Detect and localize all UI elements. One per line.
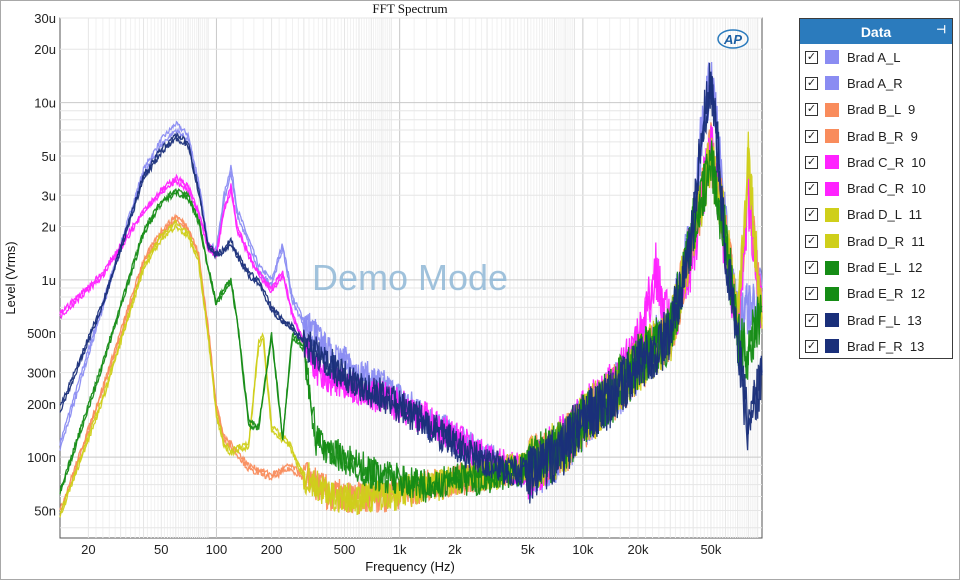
legend-item-label: Brad E_L 12 [847, 260, 923, 276]
demo-mode-watermark: Demo Mode [312, 257, 508, 298]
y-tick-label: 5u [42, 149, 56, 164]
legend-item-label: Brad F_R 13 [847, 338, 925, 354]
legend-color-swatch [825, 339, 839, 354]
legend-color-swatch [825, 129, 839, 144]
x-tick-label: 50 [154, 542, 168, 557]
legend-item[interactable]: ✓ Brad F_L 13 [800, 307, 952, 333]
legend-checkbox[interactable]: ✓ [805, 129, 818, 143]
legend-color-swatch [825, 181, 839, 196]
y-tick-label: 3u [42, 188, 56, 203]
legend-checkbox[interactable]: ✓ [805, 155, 818, 169]
legend-item-label: Brad C_R 10 [847, 181, 926, 197]
chart-title: FFT Spectrum [372, 1, 447, 16]
legend-item-label: Brad A_R [847, 75, 903, 91]
y-tick-label: 100n [27, 450, 56, 465]
y-tick-label: 500n [27, 326, 56, 341]
pin-icon[interactable]: ⊣ [936, 24, 946, 36]
legend-item[interactable]: ✓ Brad B_L 9 [800, 97, 952, 123]
legend-checkbox[interactable]: ✓ [805, 50, 818, 64]
y-tick-label: 20u [34, 42, 56, 57]
x-tick-label: 10k [572, 542, 593, 557]
x-tick-label: 2k [448, 542, 462, 557]
y-tick-label: 1u [42, 273, 56, 288]
y-tick-label: 10u [34, 96, 56, 111]
legend-item-label: Brad F_L 13 [847, 312, 922, 328]
x-tick-label: 200 [261, 542, 283, 557]
legend-item-label: Brad D_R 11 [847, 233, 925, 249]
plot-area[interactable] [59, 17, 763, 539]
y-tick-label: 2u [42, 220, 56, 235]
legend-checkbox[interactable]: ✓ [805, 103, 818, 117]
legend-color-swatch [825, 260, 839, 275]
legend-header: Data ⊣ [800, 19, 952, 44]
legend-item-label: Brad B_R 9 [847, 128, 918, 144]
legend-item-label: Brad B_L 9 [847, 102, 916, 118]
series-layer [59, 61, 763, 518]
x-tick-label: 50k [700, 542, 721, 557]
legend-item-label: Brad C_R 10 [847, 154, 926, 170]
legend-checkbox[interactable]: ✓ [805, 261, 818, 275]
legend-item[interactable]: ✓ Brad E_L 12 [800, 254, 952, 280]
legend-item[interactable]: ✓ Brad E_R 12 [800, 281, 952, 307]
legend-item-label: Brad D_L 11 [847, 207, 923, 223]
x-tick-label: 20 [81, 542, 95, 557]
x-axis-label: Frequency (Hz) [365, 559, 455, 574]
legend-item-label: Brad A_L [847, 49, 901, 65]
y-tick-label: 50n [34, 504, 56, 519]
legend-item[interactable]: ✓ Brad F_R 13 [800, 333, 952, 359]
tick-labels: 20 50 100 200 500 1k 2k 5k 10k 20k 50k 50n 100n 200n 3… [27, 11, 722, 557]
legend-checkbox[interactable]: ✓ [805, 287, 818, 301]
x-tick-label: 100 [206, 542, 228, 557]
legend-item[interactable]: ✓ Brad D_R 11 [800, 228, 952, 254]
x-tick-label: 1k [393, 542, 407, 557]
legend-color-swatch [825, 286, 839, 301]
legend-color-swatch [825, 50, 839, 65]
legend-checkbox[interactable]: ✓ [805, 234, 818, 248]
legend-checkbox[interactable]: ✓ [805, 182, 818, 196]
legend-item[interactable]: ✓ Brad C_R 10 [800, 175, 952, 201]
legend-color-swatch [825, 234, 839, 249]
legend-checkbox[interactable]: ✓ [805, 313, 818, 327]
legend-color-swatch [825, 207, 839, 222]
legend-checkbox[interactable]: ✓ [805, 339, 818, 353]
legend-item[interactable]: ✓ Brad A_L [800, 44, 952, 70]
legend-item[interactable]: ✓ Brad A_R [800, 70, 952, 96]
x-tick-label: 20k [628, 542, 649, 557]
x-tick-label: 500 [334, 542, 356, 557]
y-axis-label: Level (Vrms) [3, 241, 18, 314]
legend-title: Data [860, 23, 892, 40]
legend-item-label: Brad E_R 12 [847, 286, 926, 302]
series-line-12 [59, 71, 763, 504]
legend-checkbox[interactable]: ✓ [805, 208, 818, 222]
legend-color-swatch [825, 155, 839, 170]
legend-color-swatch [825, 76, 839, 91]
x-tick-label: 5k [521, 542, 535, 557]
legend-color-swatch [825, 102, 839, 117]
legend-list: ✓ Brad A_L ✓ Brad A_R ✓ Brad B_L 9 ✓ Brad B_R 9… [800, 44, 952, 360]
legend-item[interactable]: ✓ Brad B_R 9 [800, 123, 952, 149]
y-tick-label: 30u [34, 11, 56, 26]
ap-logo: AP [717, 29, 749, 49]
y-tick-label: 300n [27, 366, 56, 381]
legend-item[interactable]: ✓ Brad C_R 10 [800, 149, 952, 175]
legend-panel: Data ⊣ ✓ Brad A_L ✓ Brad A_R ✓ Brad B_L 9 ✓ Bra… [799, 18, 953, 359]
legend-item[interactable]: ✓ Brad D_L 11 [800, 202, 952, 228]
legend-color-swatch [825, 313, 839, 328]
ap-logo-text: AP [723, 32, 742, 47]
legend-checkbox[interactable]: ✓ [805, 76, 818, 90]
y-tick-label: 200n [27, 397, 56, 412]
